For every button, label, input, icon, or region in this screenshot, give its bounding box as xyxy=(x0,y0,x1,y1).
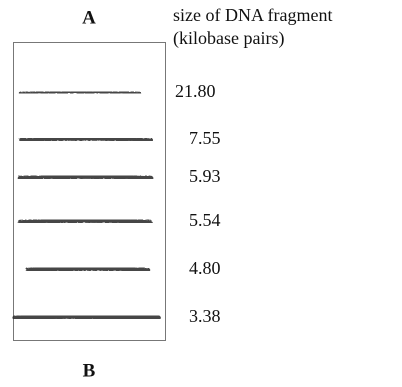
header-line: size of DNA fragment xyxy=(173,5,332,25)
band-size-label: 4.80 xyxy=(189,258,221,278)
band-size-label: 21.80 xyxy=(175,81,216,101)
lane-bottom-label: B xyxy=(83,360,96,381)
header-line: (kilobase pairs) xyxy=(173,28,284,49)
band-size-label: 5.93 xyxy=(189,166,221,186)
band xyxy=(28,269,148,270)
band xyxy=(20,221,150,222)
lane-top-label: A xyxy=(82,7,96,28)
band xyxy=(15,316,158,318)
gel-lane xyxy=(14,43,166,341)
band xyxy=(21,139,151,140)
band-size-label: 5.54 xyxy=(189,210,221,230)
band-size-label: 7.55 xyxy=(189,128,221,148)
band xyxy=(20,177,151,178)
gel-diagram: A B size of DNA fragment (kilobase pairs… xyxy=(0,0,402,387)
band xyxy=(20,92,140,93)
band-size-label: 3.38 xyxy=(189,306,221,326)
